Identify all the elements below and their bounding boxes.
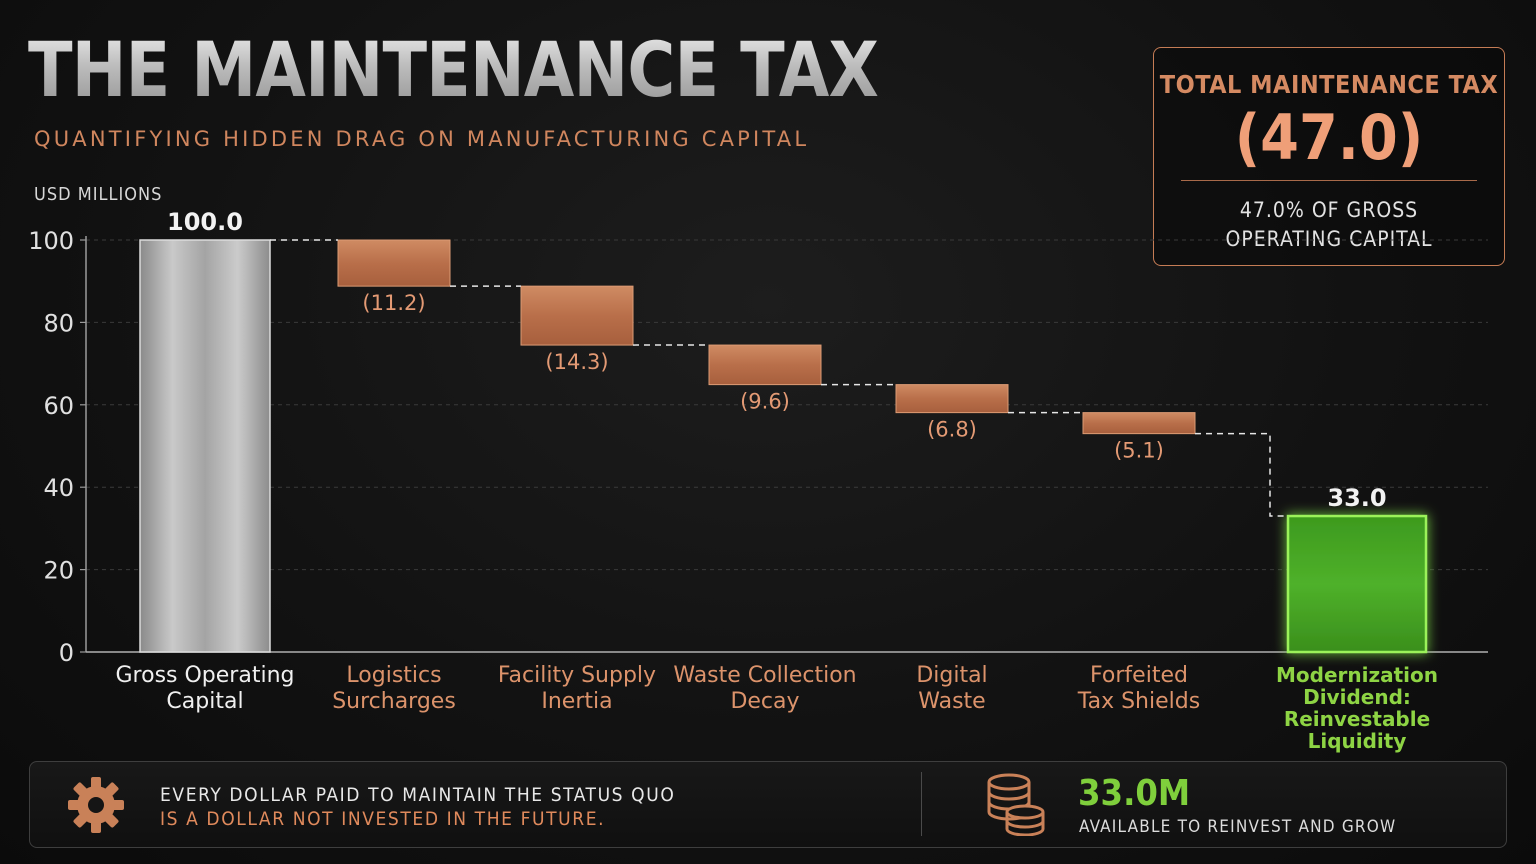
- y-tick-label: 20: [43, 557, 74, 585]
- category-label: Inertia: [541, 689, 612, 714]
- total-label: TOTAL MAINTENANCE TAX: [1159, 70, 1499, 99]
- category-label: Waste Collection: [673, 663, 856, 688]
- category-label: Capital: [166, 689, 243, 714]
- y-axis-unit-label: USD MILLIONS: [34, 184, 163, 205]
- coins-icon: [987, 773, 1045, 836]
- value-label: 100.0: [167, 208, 243, 236]
- value-label: (11.2): [362, 291, 425, 315]
- bar-logistics-surcharges: [337, 239, 451, 287]
- axes: 0 20 40 60 80 100: [28, 227, 1488, 667]
- category-label: Tax Shields: [1077, 689, 1200, 714]
- category-label: Facility Supply: [498, 663, 656, 688]
- category-label: Reinvestable: [1284, 707, 1430, 731]
- y-tick-label: 40: [43, 474, 74, 502]
- total-note-line1: 47.0% OF GROSS: [1239, 198, 1419, 222]
- y-tick-label: 80: [43, 309, 74, 337]
- page-title: THE MAINTENANCE TAX: [28, 22, 879, 118]
- value-label: (9.6): [740, 390, 790, 414]
- total-note: 47.0% OF GROSS OPERATING CAPITAL: [1154, 196, 1504, 254]
- value-label: 33.0: [1327, 484, 1386, 512]
- footer-banner: EVERY DOLLAR PAID TO MAINTAIN THE STATUS…: [29, 761, 1507, 848]
- category-label: Forfeited: [1090, 663, 1188, 688]
- page-subtitle: QUANTIFYING HIDDEN DRAG ON MANUFACTURING…: [34, 127, 810, 151]
- category-label: Waste: [918, 689, 985, 714]
- footer-message-line2: IS A DOLLAR NOT INVESTED IN THE FUTURE.: [160, 808, 606, 830]
- category-label: Liquidity: [1308, 729, 1407, 753]
- bar-waste-collection-decay: [708, 344, 822, 386]
- total-divider: [1181, 180, 1477, 181]
- bar-digital-waste: [895, 384, 1009, 414]
- gear-icon: [68, 777, 124, 833]
- bar-modernization-dividend: [1286, 514, 1428, 654]
- y-tick-label: 0: [59, 639, 74, 667]
- category-label: Dividend:: [1303, 685, 1411, 709]
- bar-gross-operating-capital: [139, 239, 271, 653]
- y-tick-label: 60: [43, 392, 74, 420]
- value-label: (6.8): [927, 418, 977, 442]
- bar-forfeited-tax-shields: [1082, 412, 1196, 435]
- y-tick-label: 100: [28, 227, 74, 255]
- category-label: Surcharges: [332, 689, 456, 714]
- category-label: Modernization: [1276, 663, 1438, 687]
- value-label: (14.3): [545, 350, 608, 374]
- total-value: (47.0): [1234, 101, 1424, 174]
- bar-facility-supply-inertia: [520, 285, 634, 346]
- category-label: Decay: [730, 689, 799, 714]
- footer-divider: [921, 772, 922, 836]
- waterfall-chart: 0 20 40 60 80 100 100.0 Gross OperatingCapital…: [28, 208, 1488, 753]
- footer-message-line1: EVERY DOLLAR PAID TO MAINTAIN THE STATUS…: [160, 784, 676, 806]
- category-label: Logistics: [346, 663, 441, 688]
- total-note-line2: OPERATING CAPITAL: [1225, 227, 1433, 251]
- total-maintenance-tax-card: TOTAL MAINTENANCE TAX (47.0) 47.0% OF GR…: [1153, 47, 1505, 266]
- footer-value: 33.0M: [1078, 773, 1191, 814]
- category-label: Gross Operating: [116, 663, 295, 688]
- bars: [139, 239, 1428, 654]
- footer-caption: AVAILABLE TO REINVEST AND GROW: [1079, 817, 1397, 837]
- category-label: Digital: [916, 663, 987, 688]
- value-label: (5.1): [1114, 439, 1164, 463]
- connector-line: [1195, 432, 1288, 517]
